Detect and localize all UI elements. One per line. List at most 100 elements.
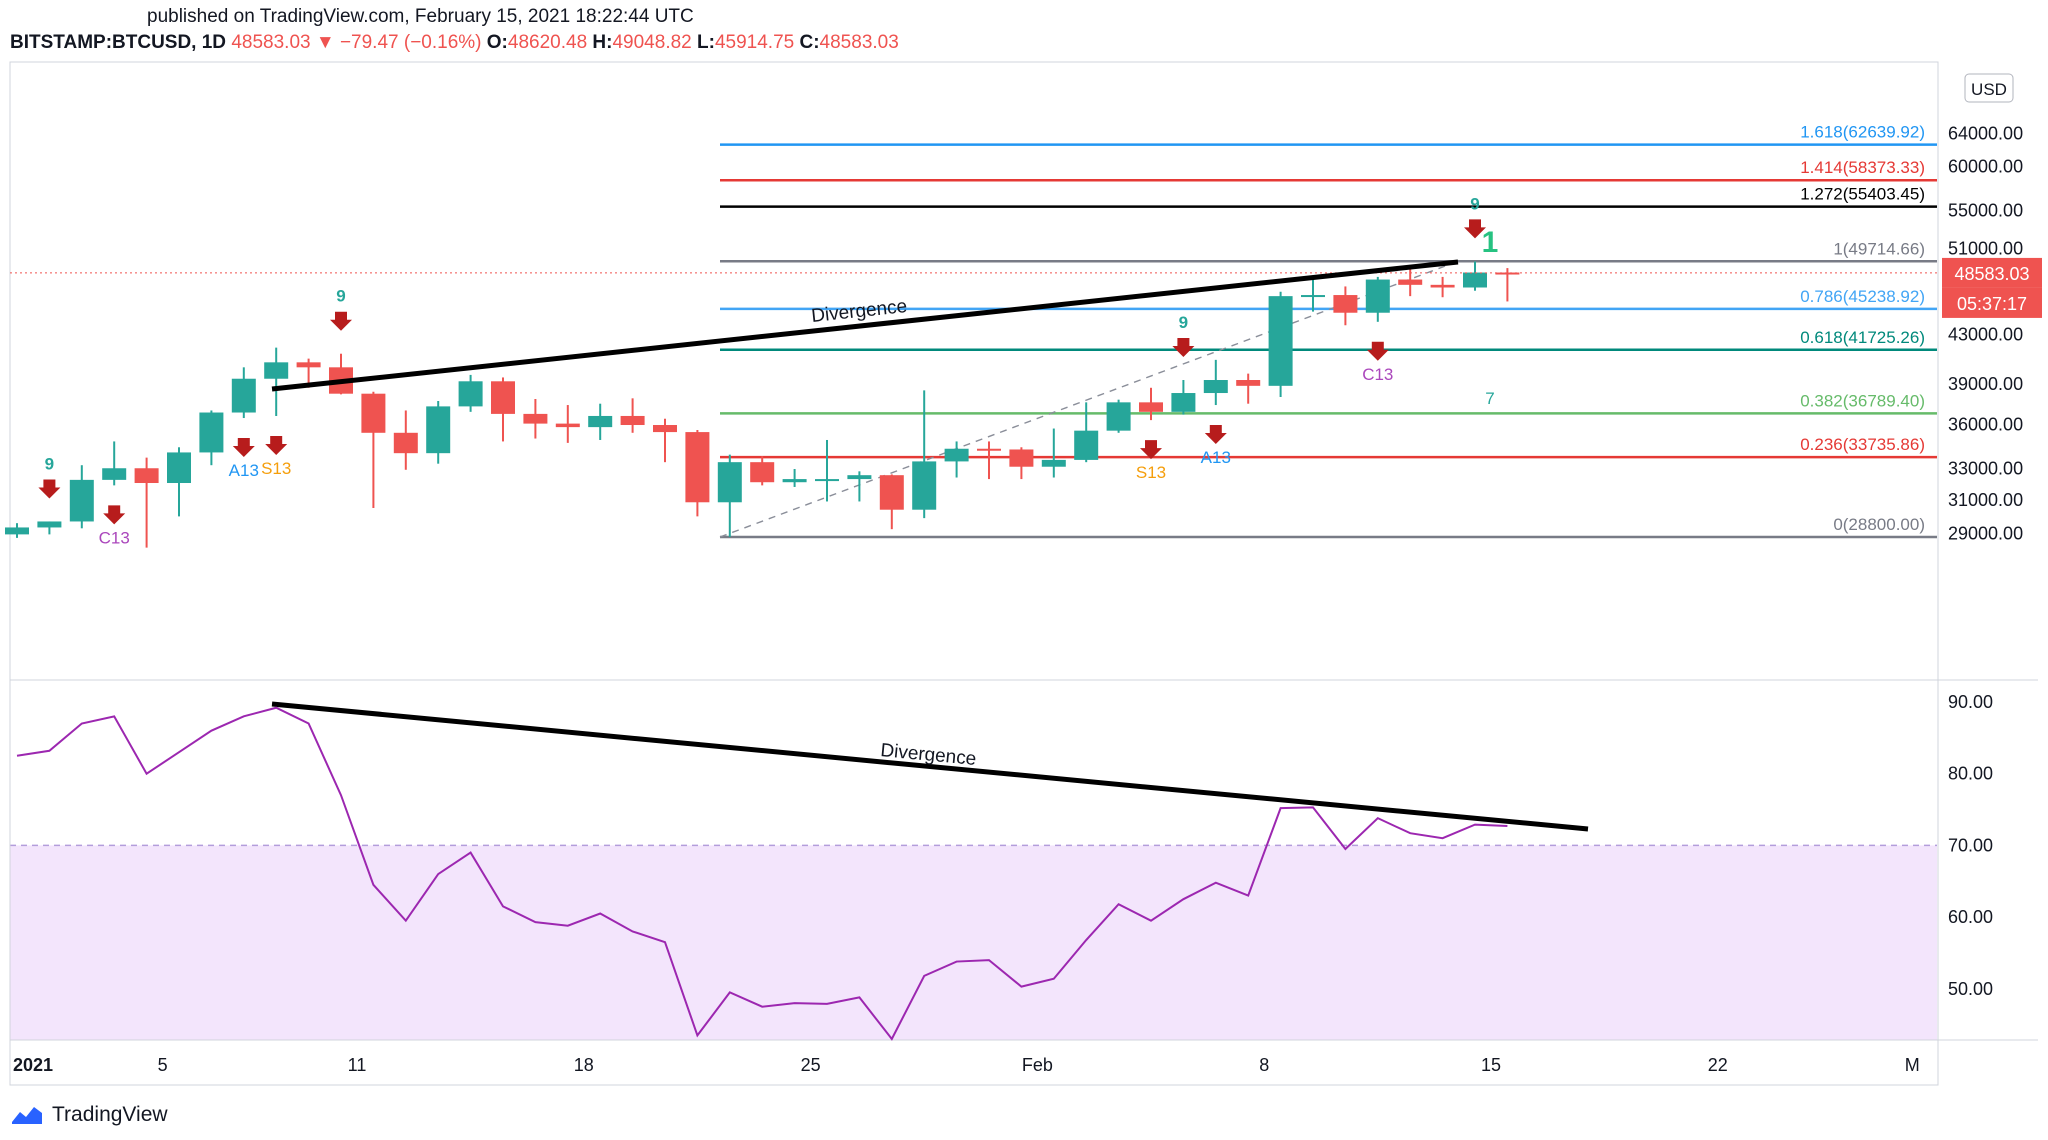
candle-body [750, 462, 775, 483]
sell-arrow-icon [1464, 219, 1486, 239]
rsi-overbought-zone [10, 844, 1937, 1040]
price-tick-label: 29000.00 [1948, 524, 2023, 544]
rsi-series[interactable] [16, 706, 1508, 1041]
candle-body [361, 393, 386, 433]
fibonacci-levels[interactable]: 1.618(62639.92) 1.414(58373.33) 1.272(5540… [719, 123, 1937, 539]
candle-body [1430, 284, 1455, 288]
fib-level-label: 0.236(33735.86) [1800, 435, 1925, 454]
candle-body [264, 362, 289, 379]
axes[interactable]: 29000.00 31000.00 33000.00 36000.00 39000.00… [13, 73, 2042, 1075]
rsi-tick-label: 50.00 [1948, 979, 1993, 999]
currency-label: USD [1971, 80, 2007, 99]
candle-body [912, 461, 937, 510]
high-label: H: [592, 32, 613, 53]
candle-body [458, 381, 483, 407]
candle-body [1009, 449, 1034, 467]
candle-body [1365, 279, 1390, 313]
rsi-tick-label: 70.00 [1948, 835, 1993, 855]
footer-brand[interactable]: TradingView [10, 1100, 168, 1130]
sell-arrow-icon [265, 435, 288, 455]
fib-level-label: 1.272(55403.45) [1800, 185, 1925, 204]
rsi-line [16, 706, 1508, 1041]
sell-arrow-icon [38, 479, 61, 499]
sell-arrow-icon [1204, 425, 1227, 445]
candle-body [231, 378, 256, 413]
fib-level-label: 0.382(36789.40) [1800, 391, 1925, 410]
candle-body [1203, 380, 1228, 394]
sell-arrow-icon [1366, 341, 1389, 361]
high-value: 49048.82 [612, 32, 692, 53]
candle-body [523, 413, 548, 424]
low-value: 45914.75 [714, 32, 795, 53]
candle-body [393, 432, 418, 454]
candle-body [69, 479, 94, 522]
candle-body [1106, 402, 1131, 431]
rsi-zone-fill [10, 845, 1937, 1040]
price-divergence-line [271, 259, 1459, 392]
time-tick-label: 8 [1259, 1055, 1269, 1075]
candle-body [1171, 393, 1196, 412]
time-tick-label: 18 [574, 1055, 594, 1075]
candle-body [1333, 295, 1358, 313]
td-count-label: 9 [1470, 194, 1479, 213]
price-tick-label: 64000.00 [1948, 124, 2023, 144]
td-count-label: S13 [261, 459, 291, 478]
price-tick-label: 51000.00 [1948, 238, 2023, 258]
td-count-label: 9 [45, 454, 54, 473]
candlestick-series[interactable] [5, 261, 1520, 548]
time-tick-label: Feb [1022, 1055, 1053, 1075]
last-price: 48583.03 [231, 32, 311, 53]
setup-one-label: 1 [1482, 226, 1499, 259]
tradingview-logo-icon [12, 1107, 42, 1124]
candle-body [1398, 279, 1423, 285]
rsi-divergence-line [271, 701, 1589, 832]
sell-arrow-icon [103, 505, 126, 525]
candle-body [426, 406, 451, 454]
price-tick-label: 33000.00 [1948, 458, 2023, 478]
price-tick-label: 43000.00 [1948, 325, 2023, 345]
candle-body [1301, 295, 1325, 298]
fib-level-label: 1.618(62639.92) [1800, 123, 1925, 142]
candle-body [37, 521, 62, 528]
chart-canvas[interactable]: 1.618(62639.92) 1.414(58373.33) 1.272(5540… [0, 0, 2048, 1100]
fib-level-label: 1.414(58373.33) [1800, 158, 1925, 177]
candle-body [685, 432, 710, 503]
sell-arrow-icon [1140, 440, 1162, 460]
chart-header: published on TradingView.com, February 1… [0, 0, 2048, 62]
price-change: ▼ −79.47 (−0.16%) [315, 32, 482, 53]
sell-arrow-icon [232, 438, 255, 458]
fib-level-label: 1(49714.66) [1833, 239, 1925, 258]
candle-body [134, 468, 159, 484]
time-tick-label: 2021 [13, 1055, 53, 1075]
td-count-label: C13 [99, 528, 130, 547]
close-label: C: [799, 32, 820, 53]
open-value: 48620.48 [507, 32, 588, 53]
candle-body [879, 475, 904, 510]
low-label: L: [697, 32, 715, 53]
symbol-name[interactable]: BITSTAMP:BTCUSD, 1D [10, 32, 227, 53]
last-price-tag-label: 48583.03 [1954, 264, 2029, 284]
price-tick-label: 39000.00 [1948, 374, 2023, 394]
published-note: published on TradingView.com, February 1… [147, 6, 694, 27]
countdown-tag [1942, 287, 2042, 318]
candle-body [1236, 380, 1261, 386]
last-price-tag [1942, 257, 2042, 288]
candle-body [167, 452, 191, 484]
rsi-tick-label: 60.00 [1948, 907, 1993, 927]
symbol-legend: BITSTAMP:BTCUSD, 1D 48583.03 ▼ −79.47 (−… [10, 32, 899, 54]
rsi-tick-label: 80.00 [1948, 764, 1993, 784]
sell-arrow-icon [1172, 338, 1195, 358]
fib-level-label: 0.618(41725.26) [1800, 328, 1925, 347]
candle-body [1268, 296, 1293, 386]
time-tick-label: 25 [801, 1055, 821, 1075]
candle-body [1041, 459, 1066, 467]
candle-body [977, 448, 1001, 451]
fib-level-label: 0(28800.00) [1833, 515, 1925, 534]
rsi-tick-label: 90.00 [1948, 692, 1993, 712]
candle-body [588, 415, 613, 428]
candle-body [1495, 272, 1520, 275]
td-count-label: C13 [1362, 365, 1393, 384]
price-tick-label: 60000.00 [1948, 156, 2023, 176]
sell-arrow-icon [330, 311, 352, 331]
